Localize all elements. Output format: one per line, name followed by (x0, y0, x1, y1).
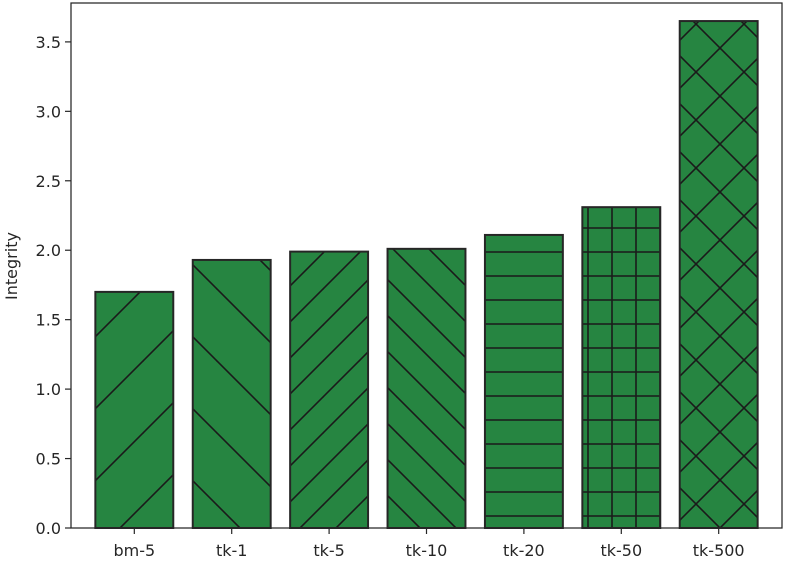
bar-tk-50 (581, 206, 662, 529)
x-axis-ticks: bm-5 tk-1 tk-5 tk-10 tk-20 tk-50 tk-500 (113, 528, 745, 560)
y-tick-label: 3.0 (36, 102, 61, 121)
x-tick-label: tk-1 (216, 541, 248, 560)
x-tick-label: tk-5 (313, 541, 345, 560)
bars-layer (94, 20, 759, 530)
bar-tk-500 (678, 20, 759, 530)
x-tick-label: tk-50 (600, 541, 642, 560)
x-tick-label: tk-500 (693, 541, 745, 560)
bar-bm-5 (94, 290, 175, 530)
y-axis-ticks: 0.0 0.5 1.0 1.5 2.0 2.5 3.0 3.5 (36, 33, 71, 538)
y-tick-label: 2.0 (36, 241, 61, 260)
y-tick-label: 3.5 (36, 33, 61, 52)
bar-tk-10 (386, 247, 467, 530)
y-axis-label: Integrity (2, 232, 21, 300)
x-tick-label: bm-5 (113, 541, 155, 560)
x-tick-label: tk-10 (406, 541, 448, 560)
y-tick-label: 2.5 (36, 172, 61, 191)
bar-tk-5 (289, 250, 370, 530)
y-tick-label: 0.5 (36, 450, 61, 469)
y-tick-label: 1.0 (36, 380, 61, 399)
x-tick-label: tk-20 (503, 541, 545, 560)
y-tick-label: 0.0 (36, 519, 61, 538)
bar-tk-1 (191, 258, 272, 529)
y-tick-label: 1.5 (36, 311, 61, 330)
bar-tk-20 (483, 233, 564, 529)
